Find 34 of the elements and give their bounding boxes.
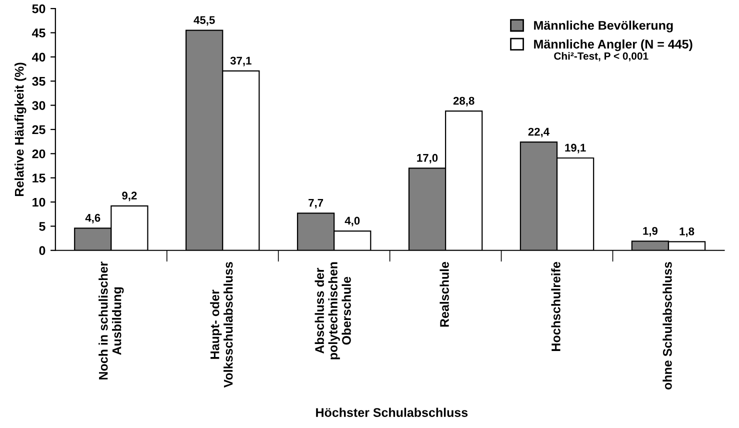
data-label: 4,6 [85, 214, 100, 224]
x-tick-label: ohne Schulabschluss [662, 262, 672, 390]
data-label: 7,7 [308, 199, 324, 208]
data-label: 9,2 [122, 192, 137, 202]
y-tick-label: 30 [32, 101, 46, 110]
data-label: 1,8 [680, 227, 694, 237]
x-tick-label: Hochschulreife [551, 262, 560, 351]
y-tick-label: 35 [32, 76, 46, 86]
x-tick-label: Haupt- oder Volksschulabschluss [210, 262, 233, 388]
x-tick-label: Noch in schulischer Ausbildung [98, 262, 124, 380]
y-tick-label: 50 [32, 4, 46, 14]
y-tick-label: 40 [32, 52, 46, 62]
y-tick-label: 5 [39, 222, 46, 231]
legend-label: Männliche Bevölkerung [534, 20, 673, 32]
legend-label: Männliche Angler (N = 445) [534, 39, 692, 52]
y-tick-label: 15 [32, 174, 46, 182]
data-label: 37,1 [230, 56, 252, 66]
data-label: 1,9 [643, 226, 658, 236]
data-label: 22,4 [528, 128, 550, 138]
y-tick-label: 20 [32, 149, 46, 158]
annotation: Chi²-Test, P < 0,001 [554, 52, 648, 62]
x-axis-title: Höchster Schulabschluss [316, 408, 468, 417]
data-label: 17,0 [417, 154, 438, 164]
x-tick-label: Realschule [440, 262, 449, 327]
data-label: 4,0 [344, 216, 360, 226]
y-tick-label: 45 [32, 28, 46, 38]
y-tick-label: 10 [32, 198, 46, 207]
data-label: 28,8 [453, 96, 474, 106]
data-label: 19,1 [565, 144, 586, 154]
y-tick-label: 0 [39, 246, 46, 256]
y-tick-label: 25 [32, 125, 46, 134]
y-axis-title: Relative Häufigkeit (%) [14, 62, 26, 196]
data-label: 45,5 [194, 16, 215, 26]
x-tick-label: Abschluss der polytechnischen Oberschule [314, 262, 351, 360]
